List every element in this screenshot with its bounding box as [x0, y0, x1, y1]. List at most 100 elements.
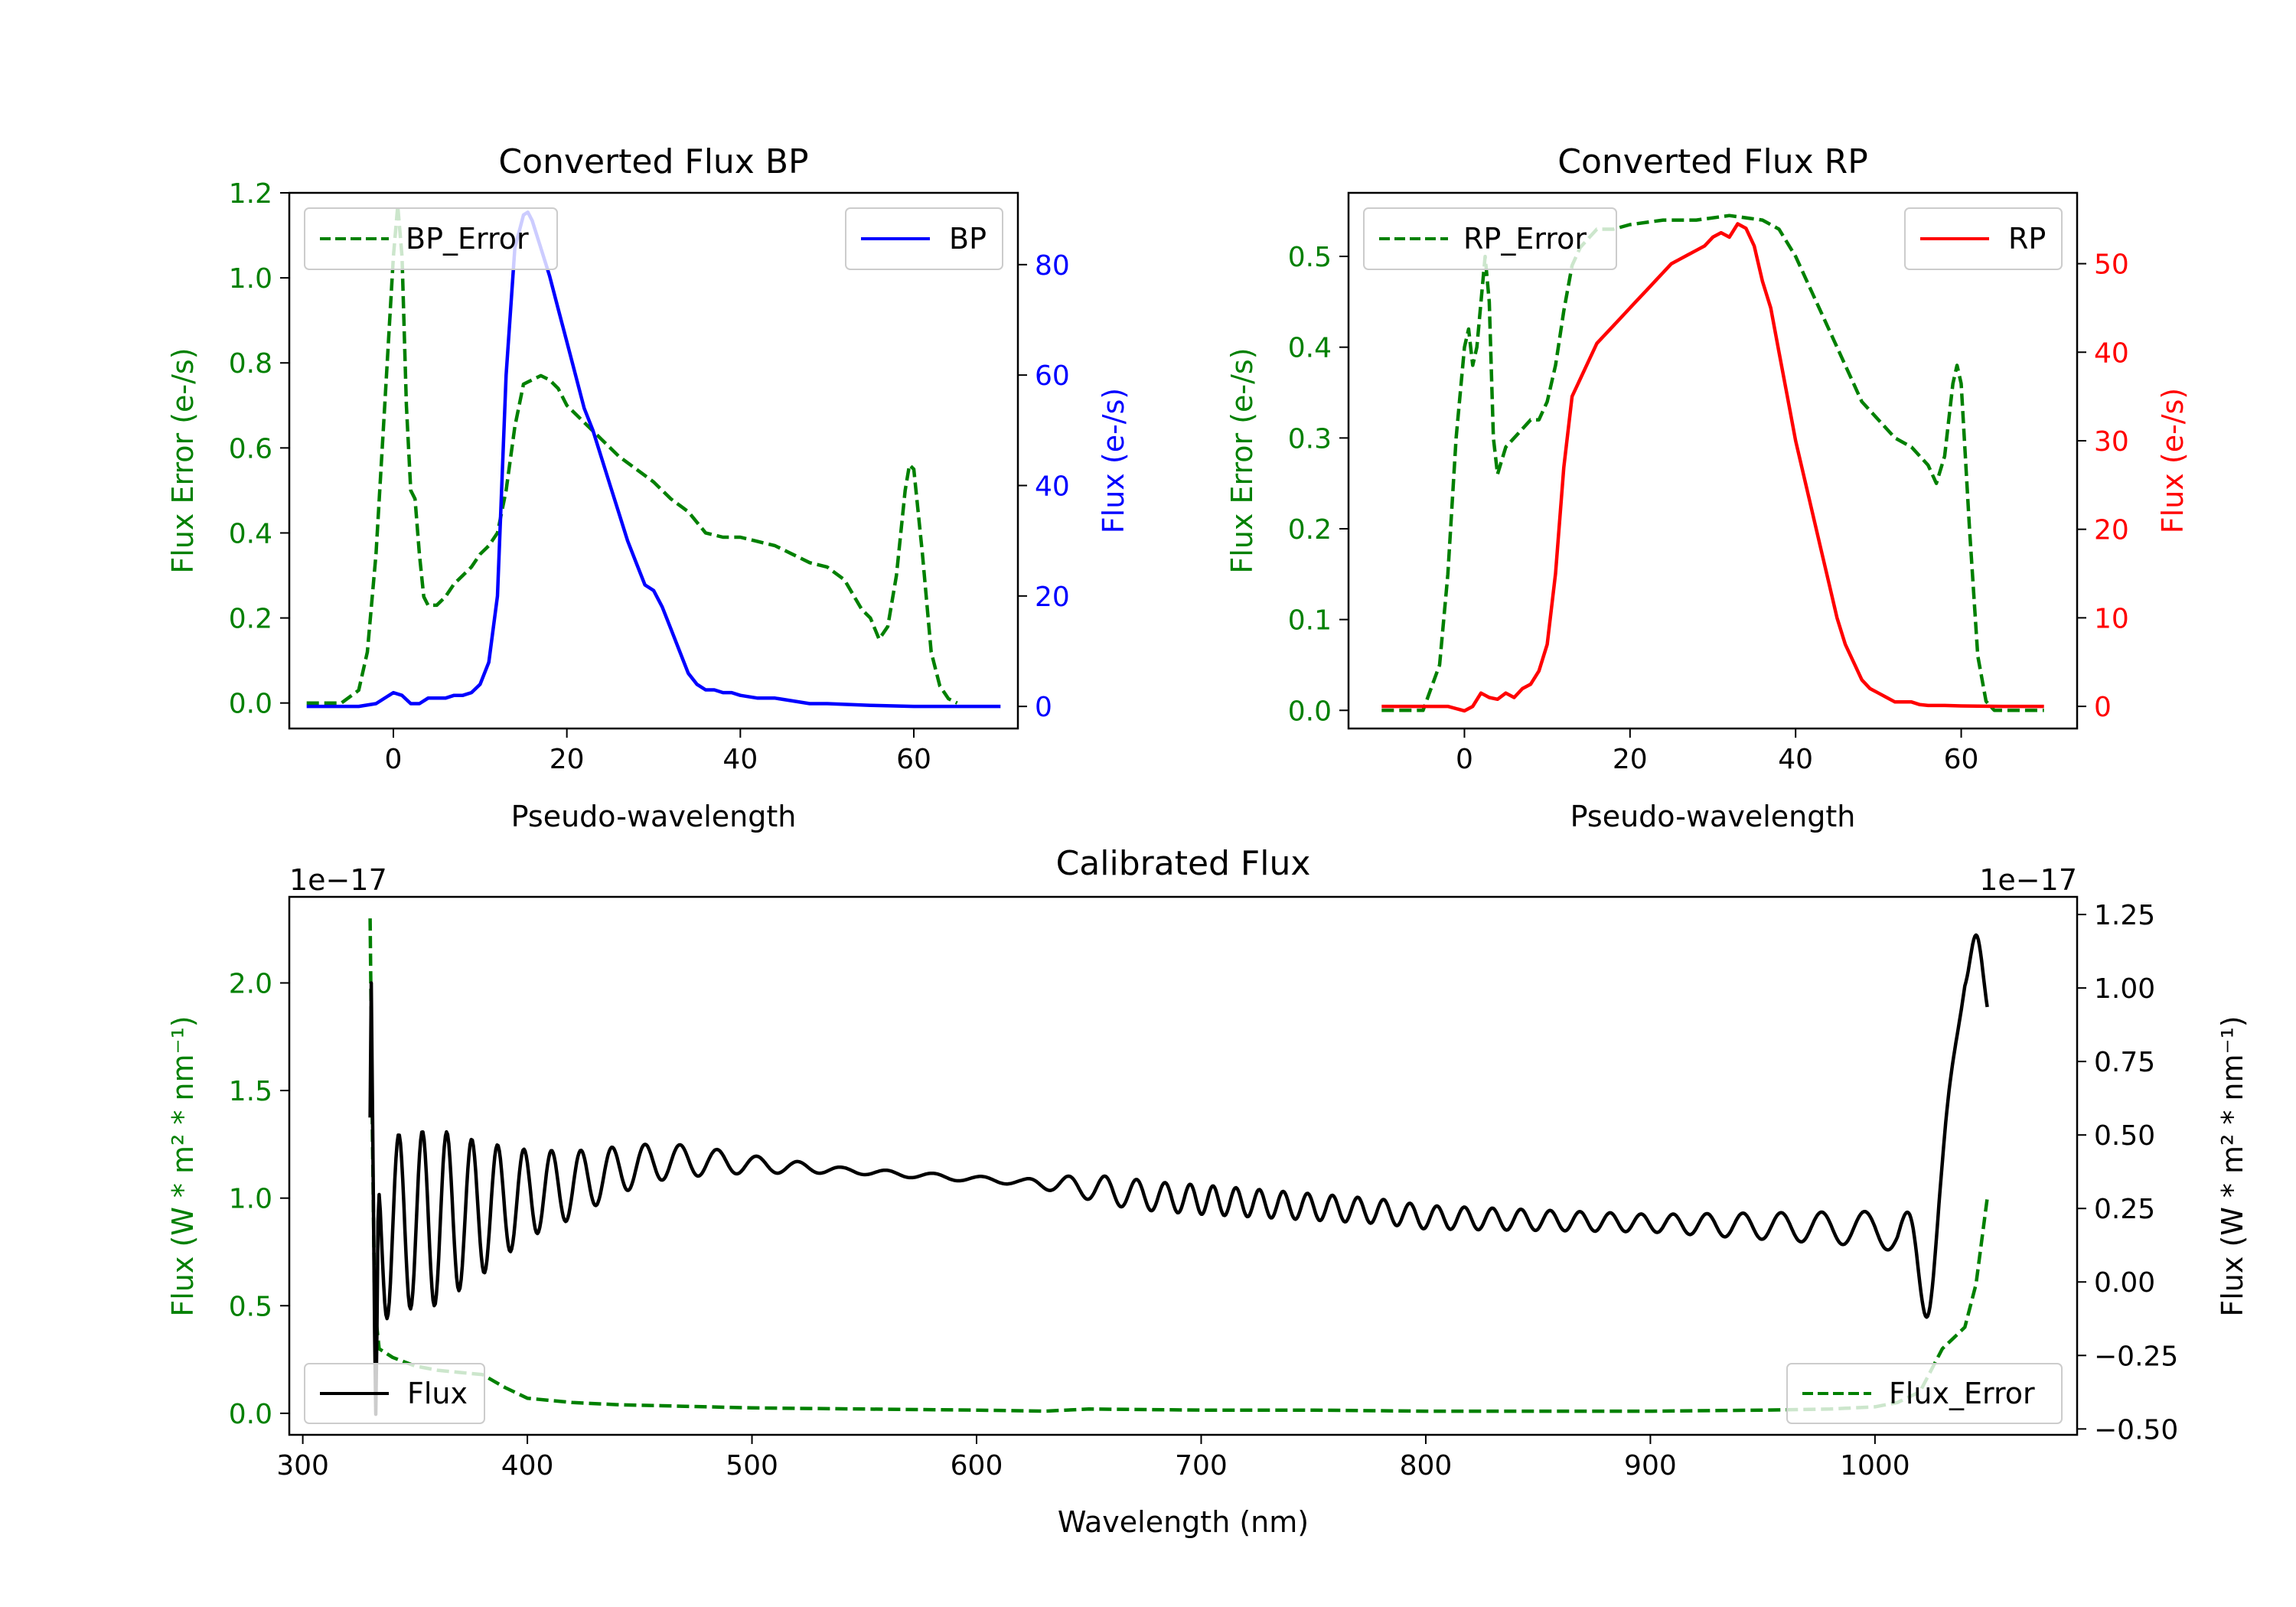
rp-line-rp [1381, 222, 2044, 713]
cal-ytick-right-label: 0.75 [2094, 1047, 2155, 1078]
cal-flux-series [368, 933, 1989, 1416]
bp-flux-series [306, 210, 1001, 709]
cal-offset-left: 1e−17 [289, 863, 387, 897]
bp-xtick-label: 20 [550, 744, 585, 775]
rp-xtick-label: 0 [1456, 744, 1473, 775]
bp-ytick-right-label: 60 [1035, 360, 1070, 392]
cal-x-ticks: 300 400 500 600 700 800 900 1000 [276, 1435, 1910, 1482]
cal-offset-right: 1e−17 [1979, 863, 2077, 897]
bp-ytick-right-label: 40 [1035, 471, 1070, 502]
bp-error-series [306, 204, 958, 705]
bp-plot-frame [288, 191, 1019, 730]
bp-line-bp [306, 210, 1001, 709]
bp-right-ticks: 0 20 40 60 80 [1018, 250, 1070, 723]
cal-right-ticks: −0.50 −0.25 0.00 0.25 0.50 0.75 1.00 1.25 [2077, 900, 2178, 1446]
rp-plot-frame [1347, 191, 2079, 730]
rp-xlabel: Pseudo-wavelength [1570, 800, 1856, 833]
cal-xtick-label: 500 [726, 1450, 778, 1482]
bp-ylabel-right: Flux (e-/s) [1097, 388, 1130, 533]
rp-ytick-right-label: 50 [2094, 249, 2129, 281]
rp-left-ticks: 0.0 0.1 0.2 0.3 0.4 0.5 [1288, 242, 1349, 727]
bp-ytick-left-label: 0.8 [229, 348, 272, 380]
cal-legend-left: Flux [304, 1363, 485, 1424]
cal-ytick-left-label: 0.0 [229, 1399, 272, 1430]
cal-xtick-label: 900 [1624, 1450, 1677, 1482]
rp-flux-series [1381, 222, 2044, 713]
cal-ytick-right-label: 1.25 [2094, 900, 2155, 931]
rp-right-ticks: 0 10 20 30 40 50 [2077, 249, 2129, 723]
cal-ytick-right-label: 0.25 [2094, 1194, 2155, 1225]
cal-title: Calibrated Flux [1056, 844, 1311, 883]
bp-ytick-left-label: 0.4 [229, 518, 272, 549]
cal-legend-right: Flux_Error [1786, 1363, 2063, 1424]
rp-legend-right: RP [1904, 207, 2063, 270]
rp-ytick-right-label: 30 [2094, 426, 2129, 458]
cal-left-ticks: 0.0 0.5 1.0 1.5 2.0 [229, 968, 289, 1430]
bp-ytick-right-label: 80 [1035, 250, 1070, 282]
cal-legend-left-label: Flux [407, 1377, 468, 1410]
rp-legend-left-label: RP_Error [1463, 222, 1587, 256]
cal-ylabel-right: Flux (W * m² * nm⁻¹) [2216, 1015, 2249, 1316]
rp-legend-left: RP_Error [1363, 207, 1617, 270]
rp-grid-clipped [1381, 214, 2044, 713]
bp-line-bp-error [306, 204, 958, 705]
bp-xlabel: Pseudo-wavelength [511, 800, 797, 833]
bp-ytick-right-label: 0 [1035, 692, 1052, 723]
rp-line-rp-error [1381, 214, 2044, 712]
rp-ytick-left-label: 0.4 [1288, 333, 1332, 364]
bp-ytick-left-label: 1.2 [229, 178, 272, 210]
bp-xtick-label: 60 [896, 744, 931, 775]
panel-bp: Converted Flux BP 0 20 40 60 0.00.20.40.60.… [166, 142, 1130, 833]
bp-xtick-label: 0 [385, 744, 403, 775]
rp-ytick-left-label: 0.5 [1288, 242, 1332, 273]
bp-ytick-left-label: 0.6 [229, 433, 272, 464]
rp-ytick-left-label: 0.2 [1288, 514, 1332, 546]
bp-ytick-left-label: 1.0 [229, 263, 272, 295]
bp-legend-left: BP_Error [304, 207, 558, 270]
bp-x-ticks: 0 20 40 60 [385, 729, 931, 775]
cal-ytick-right-label: −0.25 [2094, 1341, 2178, 1372]
rp-x-ticks: 0 20 40 60 [1456, 729, 1978, 775]
cal-xtick-label: 1000 [1840, 1450, 1910, 1482]
bp-legend-right: BP [845, 207, 1003, 270]
rp-ytick-left-label: 0.0 [1288, 696, 1332, 727]
bp-ylabel-left: Flux Error (e-/s) [166, 347, 200, 573]
cal-xtick-label: 800 [1400, 1450, 1453, 1482]
cal-xtick-label: 400 [501, 1450, 554, 1482]
cal-line-flux [368, 933, 1989, 1416]
bp-ytick-right-label: 20 [1035, 582, 1070, 613]
cal-ylabel-left: Flux (W * m² * nm⁻¹) [166, 1015, 200, 1316]
cal-xtick-label: 700 [1175, 1450, 1228, 1482]
bp-legend-left-label: BP_Error [406, 222, 529, 256]
cal-xtick-label: 300 [276, 1450, 329, 1482]
cal-xlabel: Wavelength (nm) [1058, 1505, 1309, 1539]
rp-ytick-right-label: 10 [2094, 603, 2129, 634]
cal-ytick-right-label: 0.50 [2094, 1120, 2155, 1152]
cal-xtick-label: 600 [951, 1450, 1003, 1482]
rp-ylabel-right: Flux (e-/s) [2156, 388, 2190, 533]
rp-ytick-left-label: 0.1 [1288, 605, 1332, 637]
bp-legend-right-label: BP [949, 222, 987, 256]
bp-ytick-left-label: 0.2 [229, 604, 272, 635]
rp-ytick-right-label: 40 [2094, 337, 2129, 369]
bp-grid-clipped [306, 204, 1001, 709]
cal-plot-frame [288, 895, 2079, 1436]
cal-legend-right-label: Flux_Error [1889, 1377, 2035, 1410]
rp-ytick-right-label: 0 [2094, 692, 2112, 723]
cal-ytick-left-label: 1.0 [229, 1184, 272, 1215]
cal-ytick-left-label: 0.5 [229, 1291, 272, 1322]
rp-xtick-label: 40 [1778, 744, 1813, 775]
bp-xtick-label: 40 [722, 744, 758, 775]
panel-calibrated: Calibrated Flux 1e−17 1e−17 300 400 500 600… [166, 844, 2249, 1539]
bp-left-ticks: 0.0 0.2 0.4 0.6 0.8 1.0 1.2 [229, 178, 289, 720]
cal-ytick-right-label: 1.00 [2094, 973, 2155, 1005]
cal-ytick-right-label: 0.00 [2094, 1267, 2155, 1299]
rp-error-series [1381, 214, 2044, 712]
bp-title: Converted Flux BP [498, 142, 808, 181]
panel-rp: Converted Flux RP 0 20 40 60 0.00.10.20.30.… [1225, 142, 2190, 833]
cal-ytick-left-label: 1.5 [229, 1076, 272, 1107]
cal-ytick-left-label: 2.0 [229, 968, 272, 999]
rp-xtick-label: 60 [1944, 744, 1979, 775]
bp-ytick-left-label: 0.0 [229, 689, 272, 720]
